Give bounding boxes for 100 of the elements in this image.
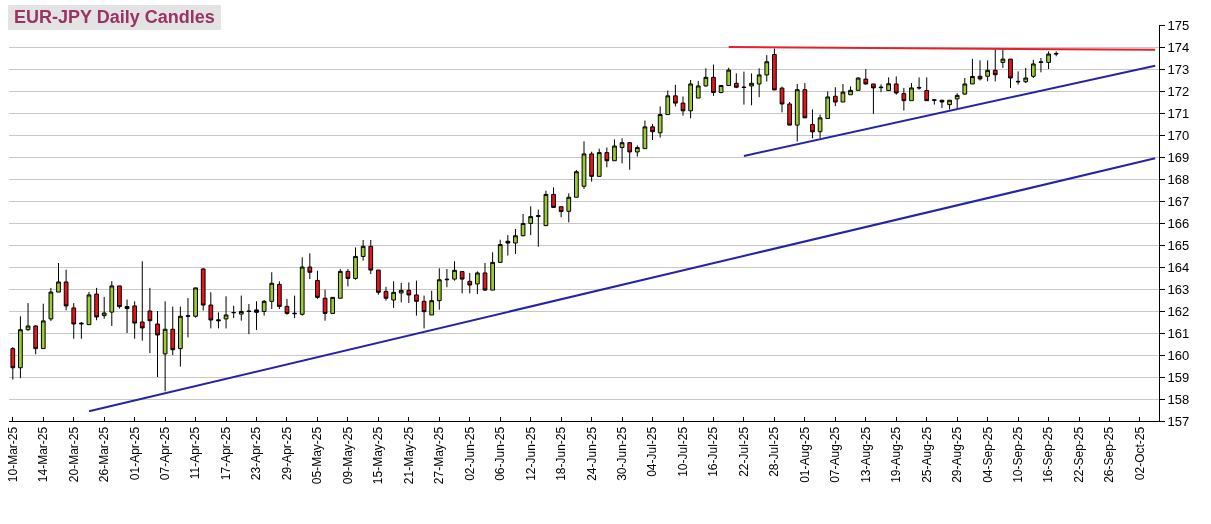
candlestick [650,123,655,141]
candlestick [825,90,831,119]
candlestick [307,252,313,280]
candlestick [109,280,115,327]
candlestick [878,83,884,93]
y-tick-label: 157 [1167,413,1190,429]
x-tick-label: 30-Jun-25 [614,426,629,481]
candlestick [337,268,343,299]
y-tick-label: 174 [1167,39,1190,55]
candlestick [1008,58,1013,89]
candlestick [48,287,54,322]
candlestick [452,260,457,282]
candlestick [10,346,16,381]
candlestick [1046,50,1051,70]
candlestick [124,299,130,334]
x-tick-label: 23-Apr-25 [249,426,264,481]
candlestick [33,324,39,355]
y-tick-label: 168 [1167,171,1190,187]
candlestick [749,72,754,106]
candlestick [117,285,122,310]
candlestick [398,282,404,303]
candlestick [368,239,374,275]
candlestick [421,295,427,329]
x-tick-label: 04-Sep-25 [980,426,995,483]
candlestick [794,83,800,143]
y-tick-label: 173 [1167,61,1190,77]
x-tick-label: 27-May-25 [432,426,447,485]
candlestick [810,108,815,139]
candlestick [185,297,191,338]
candlestick [688,79,693,119]
x-tick-label: 02-Jun-25 [462,426,477,481]
candlestick [886,76,891,92]
y-tick-label: 158 [1167,391,1190,407]
candlestick [543,190,549,227]
x-tick-label: 01-Apr-25 [127,426,142,481]
x-tick-label: 21-May-25 [401,426,416,485]
candlestick [931,99,937,106]
x-tick-label: 16-Jul-25 [706,426,721,477]
candlestick [353,246,358,281]
candlestick [612,138,617,162]
x-tick-label: 22-Sep-25 [1071,426,1086,483]
candlestick [528,205,534,236]
candlestick [1038,57,1044,73]
candlestick [444,268,450,288]
x-tick-label: 28-Jul-25 [767,426,782,477]
candlestick [840,83,846,103]
candlestick [269,271,275,310]
candlestick [63,269,69,311]
x-tick-label: 14-Mar-25 [36,426,51,483]
candlestick [947,99,952,110]
candlestick [94,287,99,321]
candlestick [147,287,153,354]
candlestick [901,87,907,112]
candlestick [71,302,77,340]
x-tick-label: 07-Aug-25 [828,426,843,483]
candlestick [627,141,633,171]
candlestick [574,169,579,198]
candlestick [604,147,610,168]
candlestick [497,239,503,263]
candlestick [634,144,640,158]
candlestick [711,64,716,97]
candlestick [916,76,922,91]
candlestick [139,260,145,342]
x-tick-label: 17-Apr-25 [218,426,233,481]
candlestick [1030,59,1036,79]
candlestick [436,267,442,311]
x-tick-label: 22-Jul-25 [736,426,751,477]
y-tick-label: 162 [1167,303,1190,319]
y-tick-label: 164 [1167,259,1190,275]
candlestick [665,90,671,116]
candlestick [459,271,465,294]
candlestick [863,68,869,86]
x-tick-label: 29-Aug-25 [950,426,965,483]
y-tick-label: 163 [1167,281,1190,297]
y-tick-label: 170 [1167,127,1190,143]
candlestick [779,86,785,113]
candlestick [208,291,214,329]
candlestick [170,306,176,356]
candlestick [535,209,541,248]
candlestick [733,72,739,89]
candlestick [254,300,259,331]
candlestick [40,303,46,350]
candlestick [292,295,297,319]
x-tick-label: 20-Mar-25 [66,426,81,483]
candlestick [939,99,945,109]
candlestick [223,295,229,329]
x-tick-label: 05-May-25 [310,426,325,485]
x-tick-label: 25-Aug-25 [919,426,934,483]
x-tick-label: 07-Apr-25 [158,426,173,481]
y-tick-label: 167 [1167,193,1190,209]
candlestick [581,140,587,190]
candlestick [155,310,160,378]
x-tick-label: 16-Sep-25 [1041,426,1056,483]
candlestick [513,228,518,255]
x-tick-label: 13-Aug-25 [858,426,873,483]
x-tick-label: 26-Sep-25 [1102,426,1117,483]
candlestick [1023,67,1029,84]
candlestick [475,270,480,295]
candlestick [231,305,237,319]
x-tick-label: 06-Jun-25 [493,426,508,481]
